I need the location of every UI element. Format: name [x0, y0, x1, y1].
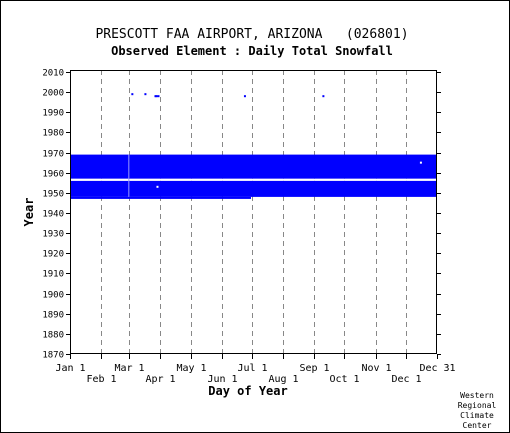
data-point-8: [156, 185, 159, 188]
credit-line-1: Western: [460, 391, 494, 400]
data-point-4: [155, 95, 158, 98]
x-tick-label-mar-1: Mar 1: [114, 363, 144, 374]
credit-line-2: Regional: [458, 401, 497, 410]
y-tick-label-1900: 1900: [42, 291, 64, 301]
y-tick-label-2010: 2010: [42, 69, 64, 79]
x-tick-label-jan-1: Jan 1: [55, 363, 85, 374]
x-tick-label-dec-1: Dec 1: [391, 374, 421, 385]
data-point-9: [419, 161, 422, 164]
plot-area: [70, 70, 437, 354]
grid-lines: [101, 70, 407, 354]
y-tick-label-1870: 1870: [42, 351, 64, 361]
y-tick-label-1940: 1940: [42, 210, 64, 220]
data-band-1: [70, 154, 437, 179]
y-tick-label-1960: 1960: [42, 170, 64, 180]
y-tick-label-1920: 1920: [42, 250, 64, 260]
data-point-1: [131, 93, 134, 96]
y-tick-label-1930: 1930: [42, 230, 64, 240]
x-axis-ticks: Jan 1 Mar 1 May 1 Jul 1 Sep 1 Nov 1 Dec 31 Feb …: [55, 354, 456, 385]
y-axis-label: Year: [22, 198, 36, 227]
x-tick-label-jul-1: Jul 1: [237, 363, 267, 374]
y-tick-label-1950: 1950: [42, 190, 64, 200]
band-gap-2: [128, 154, 130, 197]
chart-title: PRESCOTT FAA AIRPORT, ARIZONA (026801): [95, 27, 408, 42]
credit-line-3: Climate: [460, 411, 494, 420]
x-tick-label-oct-1: Oct 1: [329, 374, 359, 385]
y-tick-label-1970: 1970: [42, 150, 64, 160]
x-axis-label: Day of Year: [208, 384, 287, 398]
y-tick-label-1880: 1880: [42, 331, 64, 341]
plot-background: [70, 70, 437, 354]
x-tick-label-dec-31: Dec 31: [419, 363, 455, 374]
plot-border: [70, 70, 437, 354]
x-tick-label-may-1: May 1: [176, 363, 206, 374]
x-tick-label-aug-1: Aug 1: [268, 374, 298, 385]
data-band-2: [70, 180, 437, 197]
y-tick-label-2000: 2000: [42, 89, 64, 99]
band-gap-1: [70, 178, 437, 181]
y-tick-label-1980: 1980: [42, 129, 64, 139]
x-tick-label-jun-1: Jun 1: [207, 374, 237, 385]
x-tick-label-nov-1: Nov 1: [361, 363, 391, 374]
data-marks: [70, 93, 437, 199]
y-tick-label-1910: 1910: [42, 270, 64, 280]
plot-axes: [70, 70, 437, 354]
data-point-5: [157, 95, 160, 98]
y-tick-label-1890: 1890: [42, 311, 64, 321]
y-tick-label-1990: 1990: [42, 109, 64, 119]
chart-subtitle: Observed Element : Daily Total Snowfall: [111, 44, 393, 58]
x-tick-label-sep-1: Sep 1: [299, 363, 329, 374]
data-point-3: [154, 95, 157, 98]
x-tick-label-feb-1: Feb 1: [86, 374, 116, 385]
data-point-2: [144, 93, 147, 96]
data-point-6: [243, 95, 246, 98]
data-band-3: [70, 196, 251, 199]
data-point-7: [322, 95, 325, 98]
x-tick-label-apr-1: Apr 1: [145, 374, 175, 385]
credit-line-4: Center: [463, 421, 492, 430]
